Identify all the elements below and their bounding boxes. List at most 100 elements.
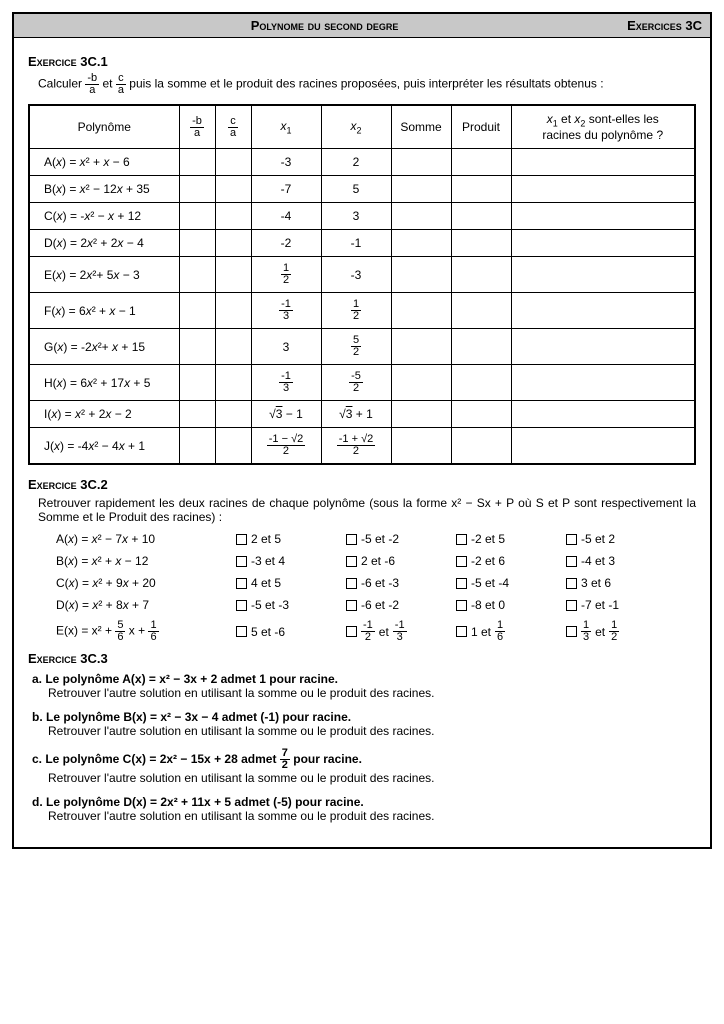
checkbox-option[interactable]: -5 et -4 (456, 576, 536, 590)
checkbox-option[interactable]: -7 et -1 (566, 598, 646, 612)
checkbox-option[interactable]: -5 et -3 (236, 598, 316, 612)
table-cell (511, 149, 695, 176)
checkbox-icon (236, 626, 247, 637)
table-row: F(x) = 6x² + x − 1-1312 (29, 293, 695, 329)
table-cell (179, 149, 215, 176)
table-cell (511, 428, 695, 465)
table-cell: 3 (321, 203, 391, 230)
checkbox-option[interactable]: -3 et 4 (236, 554, 316, 568)
checkbox-option[interactable]: -6 et -3 (346, 576, 426, 590)
checkbox-option[interactable]: -8 et 0 (456, 598, 536, 612)
checkbox-option[interactable]: -2 et 5 (456, 532, 536, 546)
ex3-title: Exercice 3C.3 (28, 651, 696, 666)
ex3-c: c. Le polynôme C(x) = 2x² − 15x + 28 adm… (32, 748, 696, 785)
table-cell (391, 149, 451, 176)
ex2-row: A(x) = x² − 7x + 102 et 5 -5 et -2 -2 et 5… (56, 532, 696, 546)
table-cell (179, 329, 215, 365)
content: Exercice 3C.1 Calculer -ba et ca puis la… (14, 38, 710, 847)
table-cell: E(x) = 2x²+ 5x − 3 (29, 257, 179, 293)
table-cell (391, 257, 451, 293)
checkbox-icon (346, 556, 357, 567)
ex2-intro: Retrouver rapidement les deux racines de… (38, 496, 696, 524)
table-cell (391, 329, 451, 365)
table-cell (179, 401, 215, 428)
ex2-row: B(x) = x² + x − 12-3 et 4 2 et -6 -2 et 6 -… (56, 554, 696, 568)
checkbox-option[interactable]: -5 et 2 (566, 532, 646, 546)
table-cell (215, 176, 251, 203)
checkbox-icon (346, 534, 357, 545)
table-cell (511, 257, 695, 293)
table-cell (511, 293, 695, 329)
ex3-a: a. Le polynôme A(x) = x² − 3x + 2 admet … (32, 672, 696, 700)
table-row: E(x) = 2x²+ 5x − 312-3 (29, 257, 695, 293)
checkbox-option[interactable]: 13 et 12 (566, 620, 646, 643)
table-cell: -4 (251, 203, 321, 230)
table-cell (391, 428, 451, 465)
table-cell: -1 − √22 (251, 428, 321, 465)
checkbox-option[interactable]: 2 et 5 (236, 532, 316, 546)
checkbox-option[interactable]: -12 et -13 (346, 620, 426, 643)
checkbox-option[interactable]: 3 et 6 (566, 576, 646, 590)
table-cell (451, 230, 511, 257)
ex2-poly: B(x) = x² + x − 12 (56, 554, 236, 568)
ex2-row: D(x) = x² + 8x + 7-5 et -3 -6 et -2 -8 et … (56, 598, 696, 612)
checkbox-option[interactable]: -2 et 6 (456, 554, 536, 568)
checkbox-option[interactable]: -5 et -2 (346, 532, 426, 546)
ex2-title: Exercice 3C.2 (28, 477, 696, 492)
ex1-title: Exercice 3C.1 (28, 54, 696, 69)
table-cell (179, 176, 215, 203)
table-cell (451, 149, 511, 176)
table-cell: A(x) = x² + x − 6 (29, 149, 179, 176)
checkbox-icon (566, 578, 577, 589)
col-x2: x2 (321, 105, 391, 149)
table-cell (451, 293, 511, 329)
checkbox-option[interactable]: 4 et 5 (236, 576, 316, 590)
checkbox-option[interactable]: -6 et -2 (346, 598, 426, 612)
checkbox-option[interactable]: -4 et 3 (566, 554, 646, 568)
table-cell (391, 176, 451, 203)
checkbox-icon (456, 556, 467, 567)
table-cell: 52 (321, 329, 391, 365)
ex2-poly: A(x) = x² − 7x + 10 (56, 532, 236, 546)
col-somme: Somme (391, 105, 451, 149)
table-cell (215, 230, 251, 257)
table-cell (511, 329, 695, 365)
page-frame: Polynome du second degre Exercices 3C Ex… (12, 12, 712, 849)
table-cell (179, 203, 215, 230)
ex2-poly: D(x) = x² + 8x + 7 (56, 598, 236, 612)
ex2-poly: C(x) = x² + 9x + 20 (56, 576, 236, 590)
table-cell (215, 401, 251, 428)
checkbox-icon (456, 534, 467, 545)
table-cell: G(x) = -2x²+ x + 15 (29, 329, 179, 365)
table-cell: I(x) = x² + 2x − 2 (29, 401, 179, 428)
table-cell: B(x) = x² − 12x + 35 (29, 176, 179, 203)
table-cell: -52 (321, 365, 391, 401)
table-row: H(x) = 6x² + 17x + 5-13-52 (29, 365, 695, 401)
col-mba: -ba (179, 105, 215, 149)
table-cell (511, 176, 695, 203)
checkbox-icon (566, 534, 577, 545)
checkbox-icon (456, 626, 467, 637)
ex3-b: b. Le polynôme B(x) = x² − 3x − 4 admet … (32, 710, 696, 738)
checkbox-icon (566, 600, 577, 611)
ex3-d: d. Le polynôme D(x) = 2x² + 11x + 5 adme… (32, 795, 696, 823)
ex1-intro-post: puis la somme et le produit des racines … (129, 77, 603, 91)
table-cell (451, 176, 511, 203)
table-cell: -7 (251, 176, 321, 203)
checkbox-icon (236, 578, 247, 589)
table-cell (511, 203, 695, 230)
table-cell: -1 (321, 230, 391, 257)
table-cell: -3 (251, 149, 321, 176)
table-cell: √3 − 1 (251, 401, 321, 428)
checkbox-option[interactable]: 1 et 16 (456, 620, 536, 643)
table-cell: -2 (251, 230, 321, 257)
table-cell (391, 230, 451, 257)
table-cell (215, 203, 251, 230)
checkbox-option[interactable]: 5 et -6 (236, 620, 316, 643)
checkbox-icon (346, 578, 357, 589)
checkbox-option[interactable]: 2 et -6 (346, 554, 426, 568)
table-cell (215, 365, 251, 401)
checkbox-icon (566, 556, 577, 567)
frac-ca-icon: ca (116, 73, 126, 96)
table-row: D(x) = 2x² + 2x − 4-2-1 (29, 230, 695, 257)
